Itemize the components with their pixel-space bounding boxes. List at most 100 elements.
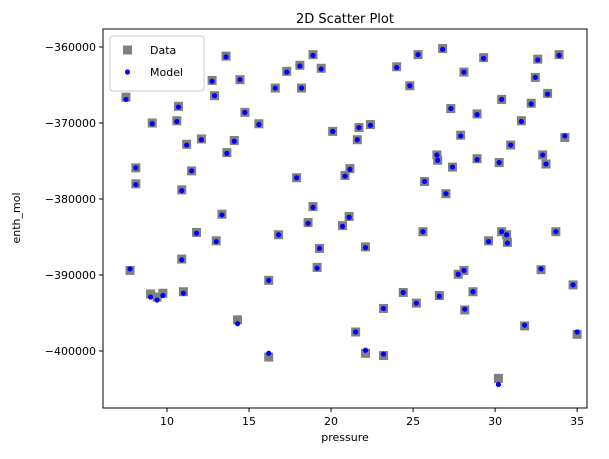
legend-label: Model <box>150 66 183 79</box>
model-point <box>449 164 456 170</box>
model-point <box>407 83 413 89</box>
model-point <box>193 230 200 236</box>
model-point <box>532 74 538 81</box>
model-point <box>179 257 185 263</box>
y-tick-label: −380000 <box>45 193 96 206</box>
model-point <box>184 142 190 148</box>
model-point <box>562 133 568 139</box>
model-point <box>175 104 182 110</box>
model-point <box>448 105 454 112</box>
model-point <box>499 96 505 103</box>
model-point <box>339 223 346 229</box>
model-point <box>219 212 225 218</box>
model-point <box>474 156 480 163</box>
model-point <box>362 347 369 353</box>
model-point <box>461 267 467 274</box>
model-point <box>436 293 442 299</box>
model-point <box>367 122 374 128</box>
model-point <box>556 52 562 58</box>
model-point <box>570 282 576 288</box>
model-point <box>413 300 419 306</box>
model-point <box>434 152 440 158</box>
model-point <box>213 238 219 245</box>
model-point <box>284 69 290 75</box>
legend-marker <box>124 69 131 75</box>
model-point <box>394 64 400 71</box>
model-point <box>522 322 528 328</box>
model-point <box>330 128 336 134</box>
chart-title: 2D Scatter Plot <box>296 12 394 27</box>
model-point <box>237 77 243 83</box>
legend-box <box>109 35 205 92</box>
model-point <box>543 161 549 167</box>
model-point <box>342 173 348 179</box>
x-tick-label: 25 <box>406 415 420 428</box>
model-point <box>133 181 139 188</box>
y-tick-label: −390000 <box>45 269 96 282</box>
model-point <box>316 245 323 252</box>
model-point <box>528 101 534 107</box>
model-point <box>223 54 229 60</box>
model-point <box>294 175 300 181</box>
model-point <box>504 240 511 246</box>
model-point <box>496 159 502 166</box>
model-point <box>574 329 580 335</box>
model-point <box>127 266 133 272</box>
model-point <box>211 93 218 99</box>
model-point <box>179 188 185 194</box>
x-axis-label: pressure <box>321 431 369 444</box>
data-point <box>361 348 371 358</box>
model-point <box>400 289 406 296</box>
model-point <box>242 109 248 115</box>
model-point <box>275 232 282 238</box>
model-point <box>272 85 278 91</box>
model-point <box>356 124 362 131</box>
model-point <box>266 277 272 283</box>
y-axis-label: enth_mol <box>10 192 23 243</box>
model-point <box>458 133 464 139</box>
model-point <box>256 121 262 128</box>
data-point <box>233 315 243 325</box>
model-point <box>443 191 449 197</box>
model-point <box>209 78 215 84</box>
model-point <box>354 137 360 143</box>
legend-marker <box>123 45 132 55</box>
model-point <box>234 321 241 327</box>
model-point <box>318 66 324 72</box>
model-point <box>538 266 544 272</box>
x-tick-label: 30 <box>488 415 502 428</box>
y-tick-label: −370000 <box>45 117 96 130</box>
model-point <box>310 52 316 58</box>
model-point <box>314 265 320 271</box>
model-point <box>353 329 359 335</box>
model-point <box>310 204 316 210</box>
x-tick-label: 35 <box>570 415 584 428</box>
model-point <box>540 152 546 158</box>
model-point <box>362 245 369 251</box>
model-point <box>535 57 541 63</box>
model-point <box>305 220 311 226</box>
model-point <box>504 232 510 238</box>
model-point <box>461 69 467 75</box>
legend-label: Data <box>150 44 176 57</box>
data-point <box>264 352 274 362</box>
model-point <box>470 289 476 295</box>
model-point <box>266 350 272 356</box>
model-point <box>380 305 387 312</box>
data-point <box>493 373 503 383</box>
model-point <box>297 63 303 69</box>
model-point <box>435 157 441 163</box>
model-point <box>545 91 551 97</box>
model-point <box>440 46 446 52</box>
model-point <box>231 138 237 144</box>
model-point <box>149 121 155 127</box>
plot-area <box>102 28 588 409</box>
model-point <box>518 118 524 125</box>
model-point <box>147 294 154 300</box>
model-point <box>553 229 559 235</box>
model-point <box>174 118 180 125</box>
y-tick-label: −360000 <box>45 41 96 54</box>
y-tick-label: −400000 <box>45 345 96 358</box>
model-point <box>133 165 139 171</box>
model-point <box>346 214 352 220</box>
